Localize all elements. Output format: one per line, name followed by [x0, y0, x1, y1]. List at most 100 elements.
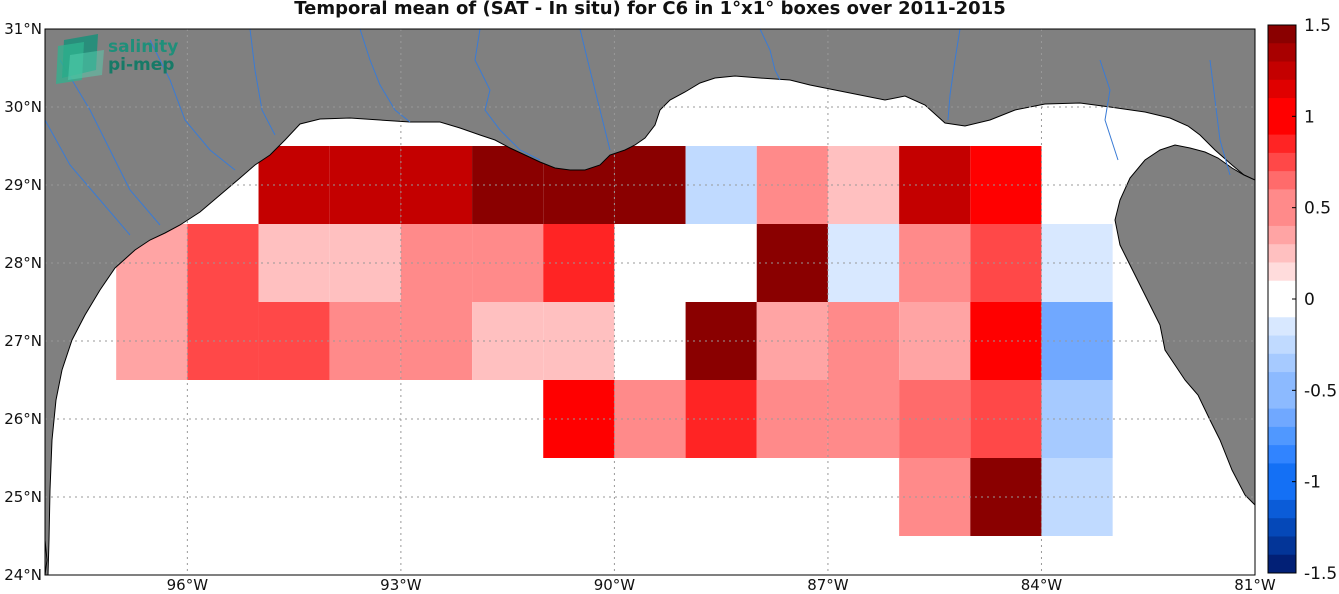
- heatmap-cell: [614, 146, 686, 224]
- colorbar-segment: [1268, 499, 1296, 519]
- heatmap-cell: [685, 146, 757, 224]
- longitude-tick-label: 87°W: [807, 576, 849, 594]
- colorbar-segment: [1268, 171, 1296, 190]
- colorbar-labels: 1.5 1 0.5 0 -0.5 -1 -1.5: [1292, 16, 1337, 584]
- colorbar-tick-label: -1.5: [1304, 564, 1337, 584]
- heatmap-cell: [827, 224, 900, 302]
- rivers-layer: [45, 29, 1231, 236]
- heatmap-cell: [756, 146, 828, 224]
- colorbar-segment: [1268, 445, 1296, 464]
- land-layer: [45, 29, 1255, 575]
- river-colorado-tx: [45, 119, 131, 236]
- latitude-tick-label: 25°N: [4, 488, 42, 506]
- river-pearl: [579, 29, 611, 151]
- colorbar-segment: [1268, 189, 1296, 209]
- colorbar-segment: [1268, 299, 1296, 318]
- river-st-johns: [1209, 59, 1231, 176]
- longitude-labels: 96°W 93°W 90°W 87°W 84°W 81°W: [167, 576, 1276, 594]
- colorbar-segment: [1268, 408, 1296, 428]
- colorbar-segment: [1268, 280, 1296, 300]
- colorbar-segment: [1268, 554, 1296, 574]
- colorbar-segment: [1268, 152, 1296, 172]
- heatmap-cell: [827, 380, 900, 458]
- heatmap-cell: [827, 146, 900, 224]
- colorbar-segment: [1268, 536, 1296, 556]
- colorbar-segment: [1268, 98, 1296, 117]
- colorbar-segment: [1268, 481, 1296, 501]
- river-mississippi: [474, 29, 541, 161]
- heatmap-cell: [827, 302, 900, 380]
- land-florida: [1114, 144, 1255, 506]
- heatmap-cell: [685, 302, 757, 380]
- heatmap-cell: [116, 302, 188, 380]
- heatmap-cell: [329, 224, 401, 302]
- latitude-labels: 24°N 25°N 26°N 27°N 28°N 29°N 30°N 31°N: [4, 20, 42, 584]
- heatmap-cell: [685, 224, 757, 302]
- latitude-tick-label: 27°N: [4, 332, 42, 350]
- map-frame: [44, 28, 1256, 576]
- river-atchafalaya: [359, 29, 411, 123]
- heatmap-cell: [756, 380, 828, 458]
- colorbar-tick-label: -1: [1304, 473, 1321, 493]
- colorbar-segment: [1268, 79, 1296, 99]
- river-mobile: [759, 29, 781, 81]
- colorbar-segment: [1268, 390, 1296, 410]
- heatmap-cell: [329, 146, 401, 224]
- colorbar-tick-label: 0: [1304, 290, 1315, 310]
- colorbar-segment: [1268, 317, 1296, 337]
- colorbar-tick-label: 1: [1304, 107, 1315, 127]
- colorbar-tick-label: -0.5: [1304, 381, 1337, 401]
- colorbar-segment: [1268, 244, 1296, 263]
- river-apalachicola: [947, 29, 961, 121]
- logo-text-pi-mep: pi-mep: [108, 55, 174, 75]
- colorbar: [1268, 25, 1296, 574]
- colorbar-segment: [1268, 518, 1296, 537]
- heatmap-cell: [258, 302, 330, 380]
- latitude-tick-label: 28°N: [4, 254, 42, 272]
- colorbar-segment: [1268, 207, 1296, 227]
- heatmap-cell: [258, 224, 330, 302]
- longitude-tick-label: 96°W: [167, 576, 209, 594]
- river-brazos: [59, 59, 161, 226]
- heatmap-cell: [329, 302, 401, 380]
- colorbar-tick-label: 1.5: [1304, 16, 1331, 36]
- heatmap-cell: [614, 380, 686, 458]
- longitude-tick-label: 90°W: [594, 576, 636, 594]
- heatmap-cell: [685, 380, 757, 458]
- colorbar-segment: [1268, 463, 1296, 483]
- colorbar-segment: [1268, 225, 1296, 245]
- latitude-tick-label: 30°N: [4, 98, 42, 116]
- heatmap-cell: [187, 302, 259, 380]
- land-us-gulf-coast: [45, 29, 1255, 575]
- heatmap-cell: [258, 146, 330, 224]
- logo-mark-icon: [56, 34, 104, 84]
- colorbar-segment: [1268, 262, 1296, 282]
- colorbar-segment: [1268, 426, 1296, 446]
- map-title: Temporal mean of (SAT - In situ) for C6 …: [294, 0, 1006, 19]
- latitude-tick-label: 29°N: [4, 176, 42, 194]
- heatmap-cell: [187, 224, 259, 302]
- colorbar-segment: [1268, 353, 1296, 373]
- colorbar-segment: [1268, 372, 1296, 391]
- colorbar-segment: [1268, 116, 1296, 136]
- colorbar-segment: [1268, 43, 1296, 63]
- heatmap-cell: [756, 302, 828, 380]
- heatmap-cell: [614, 302, 686, 380]
- colorbar-tick-label: 0.5: [1304, 199, 1331, 219]
- colorbar-segment: [1268, 335, 1296, 355]
- colorbar-segment: [1268, 25, 1296, 44]
- graticule: [45, 29, 1255, 575]
- river-suwannee: [1099, 59, 1119, 161]
- longitude-tick-label: 81°W: [1234, 576, 1276, 594]
- latitude-tick-label: 26°N: [4, 410, 42, 428]
- logo-text-salinity: salinity: [108, 37, 178, 57]
- heatmap-cell: [756, 224, 828, 302]
- logo: salinity pi-mep: [56, 34, 178, 84]
- latitude-tick-label: 31°N: [4, 20, 42, 38]
- latitude-tick-label: 24°N: [4, 566, 42, 584]
- longitude-tick-label: 93°W: [380, 576, 422, 594]
- colorbar-segment: [1268, 61, 1296, 81]
- river-sabine: [249, 29, 276, 136]
- river-trinity: [149, 39, 236, 171]
